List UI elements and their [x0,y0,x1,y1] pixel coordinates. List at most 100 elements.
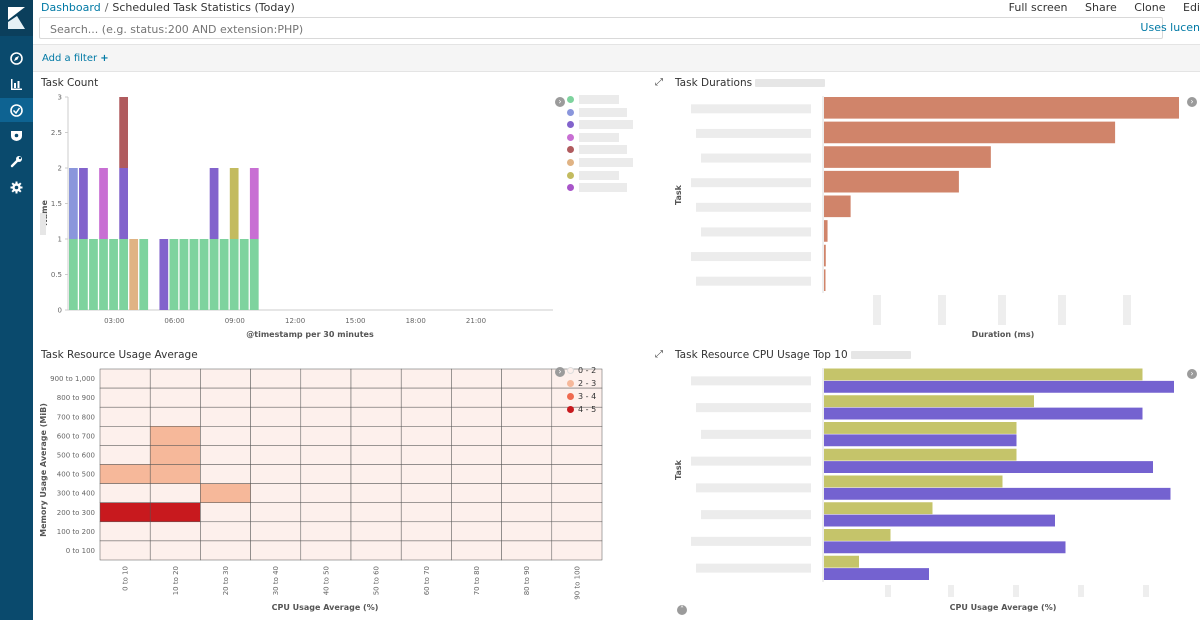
heatmap-cell[interactable] [501,521,553,542]
heatmap-cell[interactable] [250,483,302,503]
heatmap-cell[interactable] [300,445,352,465]
cpu-bar[interactable] [824,529,891,541]
heatmap-cell[interactable] [149,521,201,542]
cpu-bar[interactable] [824,487,1171,500]
legend-item[interactable] [567,145,639,155]
heatmap-cell[interactable] [200,406,251,427]
heatmap-cell[interactable] [551,464,603,484]
bar-segment[interactable] [179,239,189,310]
heatmap-cell[interactable] [501,464,553,484]
cpu-bar[interactable] [824,368,1143,381]
bar-segment[interactable] [129,239,139,310]
heatmap-cell[interactable] [99,368,151,389]
legend-item[interactable]: 4 - 5 [567,405,627,415]
legend-toggle-icon[interactable]: › [555,367,565,377]
cpu-bar[interactable] [824,448,1017,461]
heatmap-cell[interactable] [149,387,201,408]
cpu-bar[interactable] [824,475,1003,488]
heatmap-cell[interactable] [501,406,553,427]
cpu-bar[interactable] [824,555,859,568]
cpu-bar[interactable] [824,395,1034,408]
heatmap-cell[interactable] [501,426,553,446]
heatmap-cell[interactable] [501,445,553,465]
heatmap-cell[interactable] [250,368,302,389]
heatmap-cell[interactable] [350,368,402,389]
shield-icon[interactable] [0,123,33,147]
duration-bar[interactable] [824,244,826,267]
heatmap-cell[interactable] [400,368,452,389]
bar-segment[interactable] [199,239,209,310]
heatmap-cell[interactable] [99,521,151,542]
heatmap-cell[interactable] [400,502,452,523]
heatmap-cell[interactable] [200,445,251,465]
heatmap-cell[interactable] [300,540,352,561]
heatmap-cell[interactable] [200,502,251,523]
bar-segment[interactable] [79,239,88,310]
legend-item[interactable] [567,183,639,193]
duration-bar[interactable] [824,121,1116,144]
gear-icon[interactable] [0,175,33,199]
bar-segment[interactable] [249,168,259,239]
legend-item[interactable] [567,170,639,181]
bar-segment[interactable] [209,168,219,239]
heatmap-cell[interactable] [300,387,352,408]
share-button[interactable]: Share [1085,1,1117,14]
bar-segment[interactable] [189,239,199,310]
clone-button[interactable]: Clone [1134,1,1166,14]
heatmap-cell[interactable] [300,502,352,523]
duration-bar[interactable] [824,269,826,291]
cpu-bar[interactable] [824,422,1017,434]
heatmap-cell[interactable] [350,502,402,523]
bar-segment[interactable] [69,239,78,310]
heatmap-cell[interactable] [250,521,302,542]
heatmap-cell[interactable] [451,406,502,427]
heatmap-cell[interactable] [200,387,251,408]
duration-bar[interactable] [824,170,959,193]
duration-bar[interactable] [824,220,828,242]
heatmap-cell[interactable] [149,483,201,503]
cpu-bar[interactable] [824,502,933,515]
heatmap-cell[interactable] [501,387,553,408]
legend-toggle-icon[interactable]: › [555,97,565,107]
heatmap-cell[interactable] [250,445,302,465]
heatmap-cell[interactable] [551,502,603,523]
legend-item[interactable]: 0 - 2 [567,366,627,376]
bar-segment[interactable] [119,239,128,310]
bar-segment[interactable] [69,168,78,239]
heatmap-cell[interactable] [451,521,502,542]
breadcrumb-dashboard-link[interactable]: Dashboard [41,1,101,14]
legend-item[interactable] [567,120,639,130]
heatmap-cell[interactable] [99,540,151,561]
bar-segment[interactable] [219,239,229,310]
heatmap-cell[interactable] [350,445,402,465]
heatmap-cell[interactable] [300,426,352,446]
timelion-icon[interactable] [0,98,33,122]
legend-item[interactable] [567,158,639,168]
heatmap-cell[interactable] [200,464,251,484]
wrench-icon[interactable] [0,149,33,173]
bar-segment[interactable] [99,168,108,239]
bar-segment[interactable] [249,239,259,310]
heatmap-cell[interactable] [300,406,352,427]
heatmap-cell[interactable] [551,426,603,446]
kibana-logo[interactable] [0,0,33,36]
bar-segment[interactable] [229,239,239,310]
heatmap-cell[interactable] [200,426,251,446]
heatmap-cell[interactable] [400,406,452,427]
heatmap-cell[interactable] [501,540,553,561]
heatmap-cell[interactable] [99,483,151,503]
add-filter-button[interactable]: Add a filter + [42,53,109,64]
heatmap-cell[interactable] [300,521,352,542]
bar-segment[interactable] [119,97,128,168]
edit-button[interactable]: Edi [1183,1,1200,14]
legend-item[interactable] [567,95,639,105]
full-screen-button[interactable]: Full screen [1008,1,1068,14]
cpu-bar[interactable] [824,407,1143,420]
bar-segment[interactable] [159,239,169,310]
heatmap-cell[interactable] [400,426,452,446]
cpu-bar[interactable] [824,541,1066,554]
heatmap-cell[interactable] [551,540,603,561]
heatmap-cell[interactable] [451,483,502,503]
bar-segment[interactable] [79,168,88,239]
heatmap-cell[interactable] [451,445,502,465]
